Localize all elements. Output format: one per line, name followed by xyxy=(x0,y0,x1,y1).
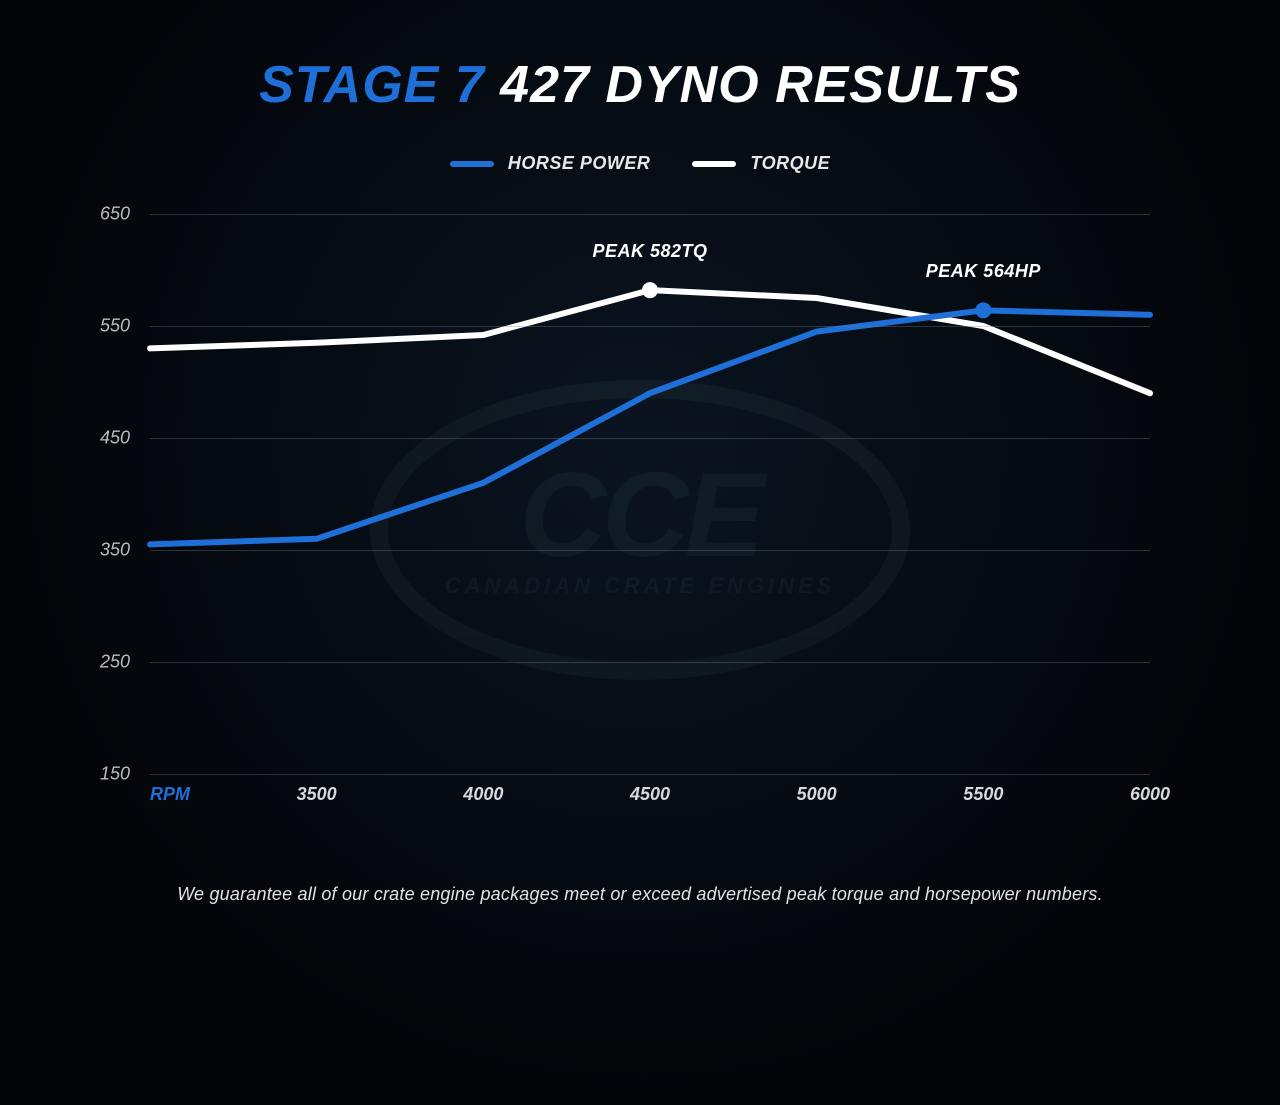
gridline xyxy=(150,662,1150,663)
page-title: STAGE 7 427 DYNO RESULTS xyxy=(0,55,1280,115)
legend-swatch-tq xyxy=(692,161,736,167)
legend-swatch-hp xyxy=(450,161,494,167)
y-tick-label: 250 xyxy=(100,652,130,673)
x-axis-name: RPM xyxy=(150,784,190,805)
x-tick-label: 4500 xyxy=(630,784,670,805)
x-axis-labels: RPM350040004500500055006000 xyxy=(150,784,1150,824)
peak-marker-hp xyxy=(975,302,991,318)
legend-label-hp: HORSE POWER xyxy=(508,153,651,174)
y-tick-label: 650 xyxy=(100,204,130,225)
gridline xyxy=(150,550,1150,551)
legend: HORSE POWER TORQUE xyxy=(0,153,1280,174)
gridline xyxy=(150,326,1150,327)
x-tick-label: 6000 xyxy=(1130,784,1170,805)
x-tick-label: 3500 xyxy=(297,784,337,805)
x-tick-label: 5000 xyxy=(797,784,837,805)
title-accent: STAGE 7 xyxy=(259,56,485,114)
plot-area: 150250350450550650PEAK 582TQPEAK 564HP xyxy=(150,214,1150,774)
peak-marker-tq xyxy=(642,282,658,298)
y-tick-label: 350 xyxy=(100,540,130,561)
legend-label-tq: TORQUE xyxy=(750,153,830,174)
legend-item-hp: HORSE POWER xyxy=(450,153,651,174)
footer-disclaimer: We guarantee all of our crate engine pac… xyxy=(0,884,1280,905)
chart-svg xyxy=(150,214,1150,774)
peak-label-hp: PEAK 564HP xyxy=(926,261,1041,282)
legend-item-tq: TORQUE xyxy=(692,153,830,174)
gridline xyxy=(150,214,1150,215)
dyno-chart: CCE CANADIAN CRATE ENGINES 1502503504505… xyxy=(90,214,1190,834)
x-tick-label: 4000 xyxy=(463,784,503,805)
x-tick-label: 5500 xyxy=(963,784,1003,805)
gridline xyxy=(150,774,1150,775)
series-line-tq xyxy=(150,290,1150,393)
y-tick-label: 550 xyxy=(100,316,130,337)
title-rest: 427 DYNO RESULTS xyxy=(485,56,1021,114)
y-tick-label: 450 xyxy=(100,428,130,449)
gridline xyxy=(150,438,1150,439)
peak-label-tq: PEAK 582TQ xyxy=(592,241,707,262)
y-tick-label: 150 xyxy=(100,764,130,785)
